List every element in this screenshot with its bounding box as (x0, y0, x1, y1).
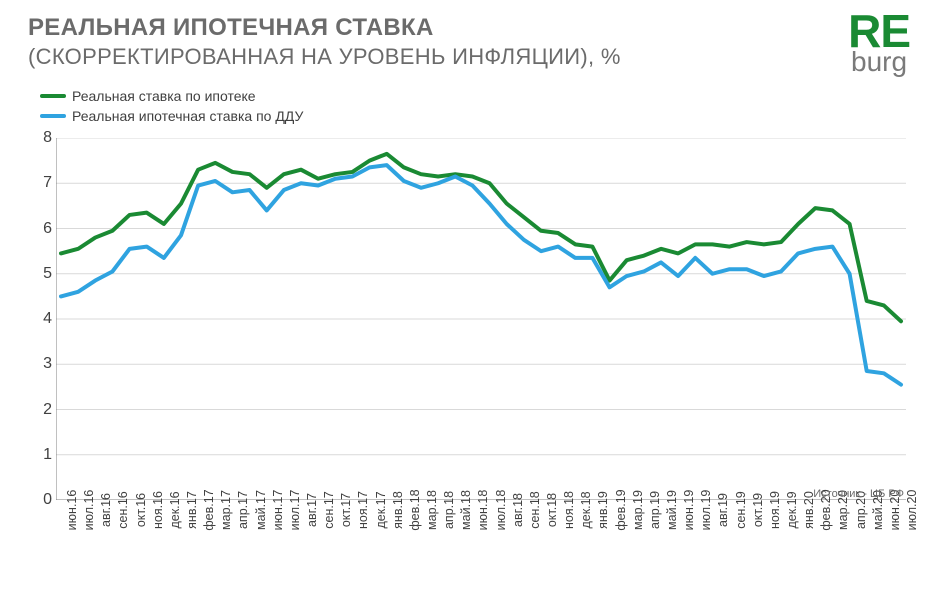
x-tick-label: фев.19 (614, 489, 628, 530)
x-tick-label: ноя.16 (151, 491, 165, 529)
chart-plot-area (56, 138, 906, 500)
x-axis-labels: июн.16июл.16авг.16сен.16окт.16ноя.16дек.… (56, 506, 906, 586)
x-tick-label: ноя.19 (768, 491, 782, 529)
y-tick-label: 1 (43, 446, 52, 464)
chart-header: РЕАЛЬНАЯ ИПОТЕЧНАЯ СТАВКА (СКОРРЕКТИРОВА… (28, 14, 621, 70)
x-tick-label: июн.17 (271, 490, 285, 531)
x-tick-label: дек.18 (579, 491, 593, 528)
x-tick-label: авг.16 (99, 493, 113, 527)
x-tick-label: апр.18 (442, 491, 456, 529)
brand-logo: RE burg (848, 12, 910, 74)
chart-legend: Реальная ставка по ипотеке Реальная ипоте… (40, 88, 303, 128)
y-tick-label: 0 (43, 491, 52, 509)
y-tick-label: 4 (43, 310, 52, 328)
x-tick-label: июл.17 (288, 490, 302, 531)
x-tick-label: авг.19 (716, 493, 730, 527)
x-tick-label: мар.17 (219, 490, 233, 530)
legend-label: Реальная ипотечная ставка по ДДУ (72, 108, 303, 124)
x-tick-label: янв.18 (391, 491, 405, 529)
chart-source: Источник - ЦБ РФ (813, 488, 904, 500)
x-tick-label: июл.16 (82, 490, 96, 531)
legend-item: Реальная ставка по ипотеке (40, 88, 303, 104)
x-tick-label: апр.17 (236, 491, 250, 529)
x-tick-label: окт.18 (545, 493, 559, 527)
x-tick-label: окт.17 (339, 493, 353, 527)
x-tick-label: сен.16 (116, 491, 130, 528)
series-line (61, 154, 901, 321)
chart-svg (56, 138, 906, 500)
x-tick-label: сен.17 (322, 491, 336, 528)
x-tick-label: мар.18 (425, 490, 439, 530)
x-tick-label: янв.19 (596, 491, 610, 529)
x-tick-label: дек.16 (168, 491, 182, 528)
x-tick-label: июн.19 (682, 490, 696, 531)
x-tick-label: фев.18 (408, 489, 422, 530)
x-tick-label: сен.18 (528, 491, 542, 528)
x-tick-label: июн.16 (65, 490, 79, 531)
brand-logo-bottom: burg (848, 49, 910, 74)
x-tick-label: авг.17 (305, 493, 319, 527)
x-tick-label: авг.18 (511, 493, 525, 527)
legend-swatch (40, 94, 66, 98)
y-axis-labels: 012345678 (34, 138, 52, 500)
chart-title: РЕАЛЬНАЯ ИПОТЕЧНАЯ СТАВКА (28, 14, 621, 42)
x-tick-label: июл.20 (905, 490, 919, 531)
x-tick-label: ноя.18 (562, 491, 576, 529)
legend-swatch (40, 114, 66, 118)
x-tick-label: окт.16 (134, 493, 148, 527)
y-tick-label: 5 (43, 265, 52, 283)
y-tick-label: 7 (43, 174, 52, 192)
x-tick-label: фев.17 (202, 489, 216, 530)
legend-label: Реальная ставка по ипотеке (72, 88, 256, 104)
x-tick-label: дек.19 (785, 491, 799, 528)
x-tick-label: сен.19 (734, 491, 748, 528)
x-tick-label: май.18 (459, 490, 473, 530)
x-tick-label: июл.18 (494, 490, 508, 531)
y-tick-label: 8 (43, 129, 52, 147)
x-tick-label: дек.17 (374, 491, 388, 528)
y-tick-label: 6 (43, 220, 52, 238)
x-tick-label: мар.19 (631, 490, 645, 530)
series-line (61, 165, 901, 384)
y-tick-label: 2 (43, 401, 52, 419)
x-tick-label: окт.19 (751, 493, 765, 527)
x-tick-label: май.17 (254, 490, 268, 530)
y-tick-label: 3 (43, 355, 52, 373)
x-tick-label: янв.17 (185, 491, 199, 529)
x-tick-label: июл.19 (699, 490, 713, 531)
chart-subtitle: (СКОРРЕКТИРОВАННАЯ НА УРОВЕНЬ ИНФЛЯЦИИ),… (28, 44, 621, 70)
chart-container: РЕАЛЬНАЯ ИПОТЕЧНАЯ СТАВКА (СКОРРЕКТИРОВА… (0, 0, 932, 594)
x-tick-label: апр.19 (648, 491, 662, 529)
x-tick-label: ноя.17 (356, 491, 370, 529)
legend-item: Реальная ипотечная ставка по ДДУ (40, 108, 303, 124)
x-tick-label: май.19 (665, 490, 679, 530)
x-tick-label: июн.18 (476, 490, 490, 531)
